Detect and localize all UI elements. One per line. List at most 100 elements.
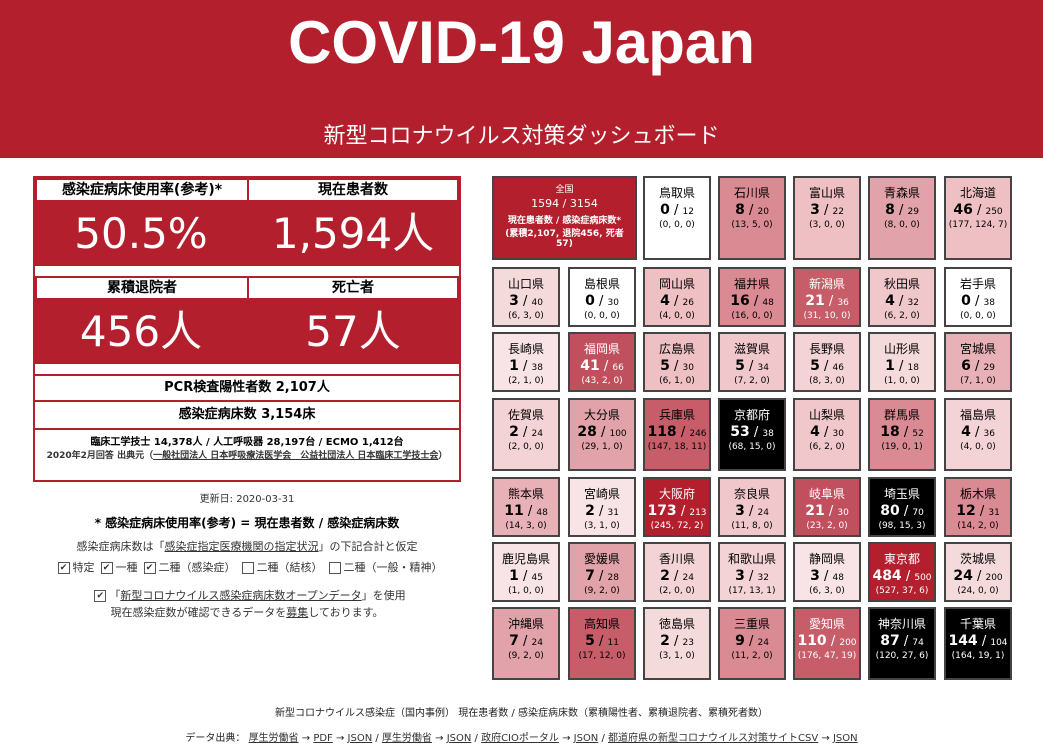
source-link[interactable]: 厚生労働省 [248, 733, 299, 744]
current-patients: 144 [948, 633, 978, 649]
footer-sources: データ出典： 厚生労働省 → PDF → JSON / 厚生労働省 → JSON… [0, 729, 1043, 744]
prefecture-cell[interactable]: 長崎県 1 / 38 (2, 1, 0) [492, 332, 560, 392]
prefecture-detail: (2, 0, 0) [508, 442, 544, 452]
prefecture-cell[interactable]: 徳島県 2 / 23 (3, 1, 0) [643, 607, 711, 680]
prefecture-name: 岩手県 [959, 277, 996, 291]
source-link[interactable]: JSON [832, 733, 858, 744]
prefecture-cell[interactable]: 愛知県 110 / 200 (176, 47, 19) [793, 607, 861, 680]
prefecture-cell[interactable]: 沖縄県 7 / 24 (9, 2, 0) [492, 607, 560, 680]
prefecture-cell[interactable]: 香川県 2 / 24 (2, 0, 0) [643, 542, 711, 602]
recovered-value: 456人 [35, 300, 247, 364]
prefecture-detail: (6, 2, 0) [884, 311, 920, 321]
prefecture-detail: (68, 15, 0) [728, 442, 776, 452]
prefecture-cell[interactable]: 新潟県 21 / 36 (31, 10, 0) [793, 267, 861, 327]
prefecture-cell[interactable]: 山形県 1 / 18 (1, 0, 0) [868, 332, 936, 392]
prefecture-cell[interactable]: 佐賀県 2 / 24 (2, 0, 0) [492, 398, 560, 471]
bed-capacity: 246 [689, 429, 707, 439]
site-subtitle: 新型コロナウイルス対策ダッシュボード [323, 124, 720, 149]
prefecture-cell[interactable]: 広島県 5 / 30 (6, 1, 0) [643, 332, 711, 392]
bed-capacity: 74 [912, 638, 924, 648]
prefecture-count: 41 / 66 [580, 358, 624, 374]
prefecture-cell[interactable]: 東京都 484 / 500 (527, 37, 6) [868, 542, 936, 602]
prefecture-cell[interactable]: 島根県 0 / 30 (0, 0, 0) [568, 267, 636, 327]
deaths-value: 57人 [247, 300, 459, 364]
prefecture-name: 宮崎県 [583, 487, 620, 501]
bed-type-checkbox[interactable]: ✔ [143, 562, 156, 574]
prefecture-cell[interactable]: 京都府 53 / 38 (68, 15, 0) [718, 398, 786, 471]
bed-type-checkbox[interactable] [241, 562, 254, 574]
prefecture-cell[interactable]: 宮城県 6 / 29 (7, 1, 0) [944, 332, 1012, 392]
national-cell[interactable]: 全国 1594 / 3154 現在患者数 / 感染症病床数* (累積2,107,… [492, 176, 637, 260]
equipment-source-prefix: 2020年2月回答 出典元（ [46, 451, 154, 461]
prefecture-cell[interactable]: 福岡県 41 / 66 (43, 2, 0) [568, 332, 636, 392]
prefecture-cell[interactable]: 福井県 16 / 48 (16, 0, 0) [718, 267, 786, 327]
current-patients: 484 [872, 568, 902, 584]
prefecture-cell[interactable]: 和歌山県 3 / 32 (17, 13, 1) [718, 542, 786, 602]
prefecture-cell[interactable]: 青森県 8 / 29 (8, 0, 0) [868, 176, 936, 260]
prefecture-cell[interactable]: 千葉県 144 / 104 (164, 19, 1) [944, 607, 1012, 680]
prefecture-cell[interactable]: 鹿児島県 1 / 45 (1, 0, 0) [492, 542, 560, 602]
prefecture-cell[interactable]: 大分県 28 / 100 (29, 1, 0) [568, 398, 636, 471]
prefecture-cell[interactable]: 神奈川県 87 / 74 (120, 27, 6) [868, 607, 936, 680]
source-link[interactable]: JSON [446, 733, 472, 744]
source-link[interactable]: JSON [347, 733, 373, 744]
prefecture-count: 6 / 29 [961, 358, 995, 374]
recruit-link[interactable]: 募集 [286, 606, 309, 619]
prefecture-cell[interactable]: 兵庫県 118 / 246 (147, 18, 11) [643, 398, 711, 471]
bed-type-checkbox[interactable] [328, 562, 341, 574]
source-link[interactable]: 厚生労働省 [381, 733, 432, 744]
prefecture-cell[interactable]: 埼玉県 80 / 70 (98, 15, 3) [868, 477, 936, 537]
prefecture-cell[interactable]: 岡山県 4 / 26 (4, 0, 0) [643, 267, 711, 327]
prefecture-cell[interactable]: 宮崎県 2 / 31 (3, 1, 0) [568, 477, 636, 537]
prefecture-cell[interactable]: 長野県 5 / 46 (8, 3, 0) [793, 332, 861, 392]
prefecture-cell[interactable]: 奈良県 3 / 24 (11, 8, 0) [718, 477, 786, 537]
prefecture-cell[interactable]: 栃木県 12 / 31 (14, 2, 0) [944, 477, 1012, 537]
prefecture-cell[interactable]: 群馬県 18 / 52 (19, 0, 1) [868, 398, 936, 471]
opendata-link[interactable]: 新型コロナウイルス感染症病床数オープンデータ [120, 589, 362, 602]
current-patients: 5 [585, 633, 595, 649]
source-link[interactable]: 政府CIOポータル [481, 733, 559, 744]
equipment-source-link[interactable]: 一般社団法人 日本呼吸療法医学会 公益社団法人 日本臨床工学技士会 [153, 451, 439, 461]
prefecture-cell[interactable]: 富山県 3 / 22 (3, 0, 0) [793, 176, 861, 260]
prefecture-cell[interactable]: 山梨県 4 / 30 (6, 2, 0) [793, 398, 861, 471]
prefecture-cell[interactable]: 大阪府 173 / 213 (245, 72, 2) [643, 477, 711, 537]
bed-capacity: 200 [839, 638, 857, 648]
bed-type-label: 一種 [115, 561, 138, 574]
prefecture-cell[interactable]: 秋田県 4 / 32 (6, 2, 0) [868, 267, 936, 327]
site-title: COVID-19 Japan [288, 9, 755, 76]
bed-type-checkbox[interactable]: ✔ [100, 562, 113, 574]
prefecture-count: 18 / 52 [880, 424, 924, 440]
prefecture-cell[interactable]: 三重県 9 / 24 (11, 2, 0) [718, 607, 786, 680]
prefecture-cell[interactable]: 静岡県 3 / 48 (6, 3, 0) [793, 542, 861, 602]
footer-caption: 新型コロナウイルス感染症（国内事例） 現在患者数 / 感染症病床数（累積陽性者、… [275, 708, 768, 719]
prefecture-cell[interactable]: 滋賀県 5 / 34 (7, 2, 0) [718, 332, 786, 392]
prefecture-cell[interactable]: 石川県 8 / 20 (13, 5, 0) [718, 176, 786, 260]
prefecture-detail: (11, 8, 0) [731, 521, 773, 531]
bed-capacity: 200 [985, 573, 1003, 583]
prefecture-count: 484 / 500 [872, 568, 932, 584]
opendata-suffix: 」を使用 [361, 589, 406, 602]
bed-note-link[interactable]: 感染症指定医療機関の指定状況 [164, 540, 319, 553]
prefecture-cell[interactable]: 鳥取県 0 / 12 (0, 0, 0) [643, 176, 711, 260]
prefecture-name: 福島県 [959, 408, 996, 422]
prefecture-detail: (8, 3, 0) [809, 376, 845, 386]
prefecture-count: 1 / 18 [885, 358, 919, 374]
opendata-checkbox[interactable]: ✔ [94, 590, 107, 602]
prefecture-cell[interactable]: 岐阜県 21 / 30 (23, 2, 0) [793, 477, 861, 537]
prefecture-count: 53 / 38 [730, 424, 774, 440]
prefecture-cell[interactable]: 愛媛県 7 / 28 (9, 2, 0) [568, 542, 636, 602]
source-link[interactable]: PDF [313, 733, 333, 744]
current-patients: 2 [509, 424, 519, 440]
prefecture-name: 山形県 [883, 342, 920, 356]
source-link[interactable]: JSON [573, 733, 599, 744]
bed-type-checkbox[interactable]: ✔ [57, 562, 70, 574]
prefecture-cell[interactable]: 高知県 5 / 11 (17, 12, 0) [568, 607, 636, 680]
prefecture-cell[interactable]: 北海道 46 / 250 (177, 124, 7) [944, 176, 1012, 260]
prefecture-cell[interactable]: 茨城県 24 / 200 (24, 0, 0) [944, 542, 1012, 602]
source-link[interactable]: 都道府県の新型コロナウイルス対策サイトCSV [608, 733, 819, 744]
prefecture-cell[interactable]: 山口県 3 / 40 (6, 3, 0) [492, 267, 560, 327]
prefecture-cell[interactable]: 熊本県 11 / 48 (14, 3, 0) [492, 477, 560, 537]
prefecture-cell[interactable]: 岩手県 0 / 38 (0, 0, 0) [944, 267, 1012, 327]
prefecture-cell[interactable]: 福島県 4 / 36 (4, 0, 0) [944, 398, 1012, 471]
prefecture-detail: (176, 47, 19) [797, 651, 857, 661]
